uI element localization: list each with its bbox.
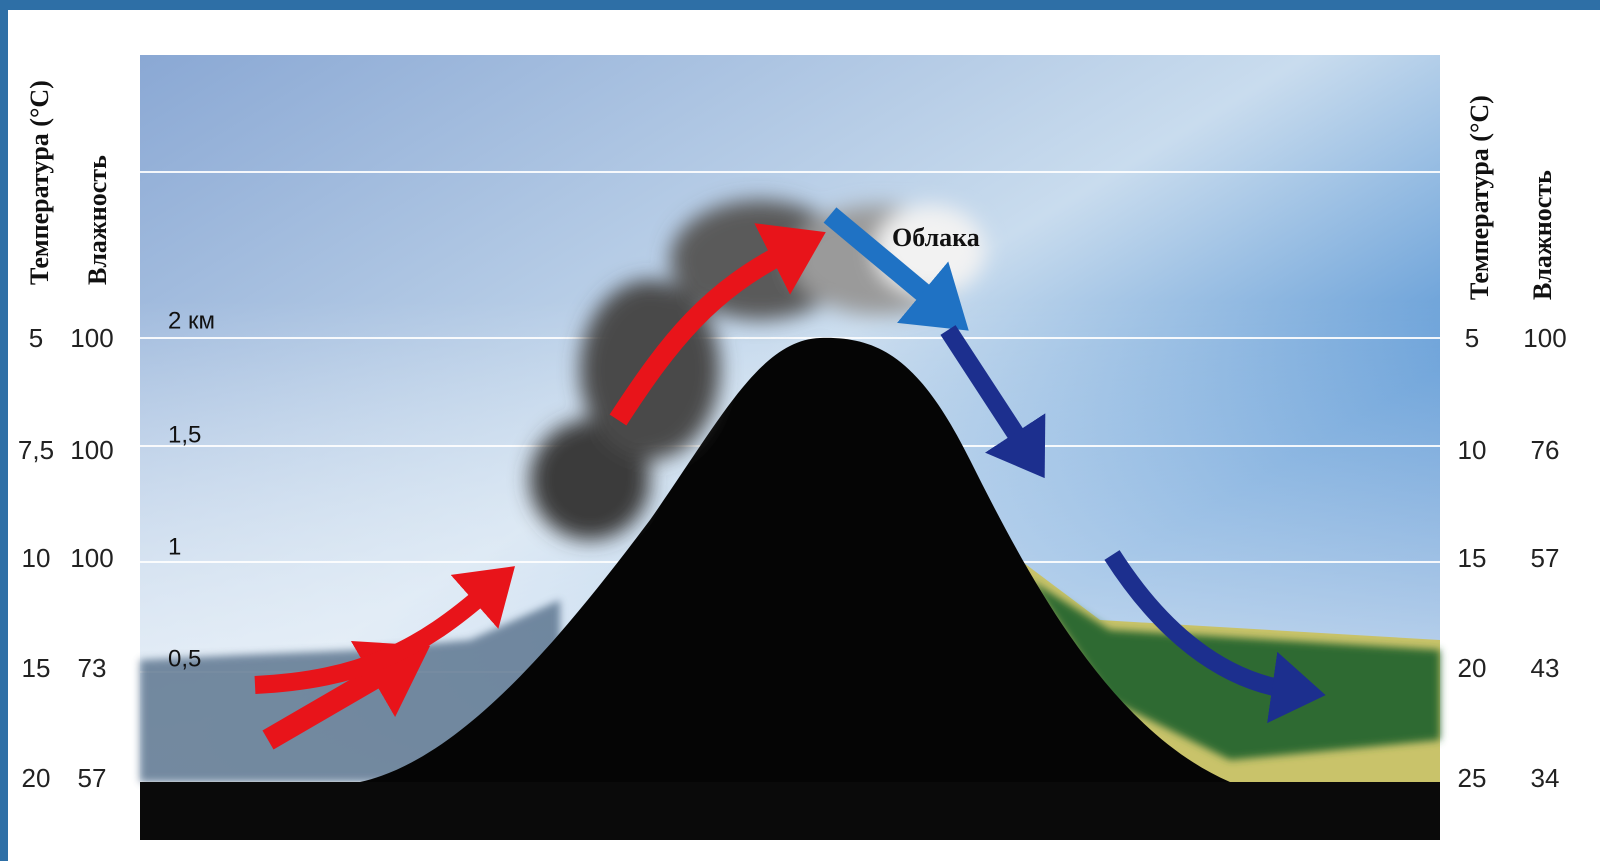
- left-humidity: 100: [70, 543, 113, 573]
- left-temperature: 10: [22, 543, 51, 573]
- right-humidity: 43: [1531, 653, 1560, 683]
- ground: [140, 782, 1440, 840]
- left-humidity: 57: [78, 763, 107, 793]
- right-humidity: 34: [1531, 763, 1560, 793]
- right-humidity: 57: [1531, 543, 1560, 573]
- left-temperature-title: Температура (°C): [25, 80, 54, 285]
- left-humidity: 100: [70, 435, 113, 465]
- left-humidity: 100: [70, 323, 113, 353]
- right-humidity-title: Влажность: [1528, 170, 1557, 300]
- mountain: [360, 337, 1230, 782]
- cloud-label: Облака: [892, 223, 980, 252]
- left-humidity: 73: [78, 653, 107, 683]
- frame-top: [0, 0, 1600, 10]
- left-temperature: 20: [22, 763, 51, 793]
- right-temperature-title: Температура (°C): [1465, 95, 1494, 300]
- left-temperature: 15: [22, 653, 51, 683]
- altitude-label: 0,5: [168, 645, 201, 672]
- left-temperature: 7,5: [18, 435, 54, 465]
- right-humidity: 100: [1523, 323, 1566, 353]
- right-temperature: 15: [1458, 543, 1487, 573]
- frame-left: [0, 0, 8, 861]
- left-humidity-title: Влажность: [83, 155, 112, 285]
- left-temperature: 5: [29, 323, 43, 353]
- right-temperature: 20: [1458, 653, 1487, 683]
- altitude-label: 1,5: [168, 421, 201, 448]
- altitude-label: 1: [168, 533, 181, 560]
- arrows: [254, 207, 1326, 750]
- altitude-label: 2 км: [168, 307, 215, 334]
- right-temperature: 25: [1458, 763, 1487, 793]
- right-temperature: 10: [1458, 435, 1487, 465]
- right-temperature: 5: [1465, 323, 1479, 353]
- right-humidity: 76: [1531, 435, 1560, 465]
